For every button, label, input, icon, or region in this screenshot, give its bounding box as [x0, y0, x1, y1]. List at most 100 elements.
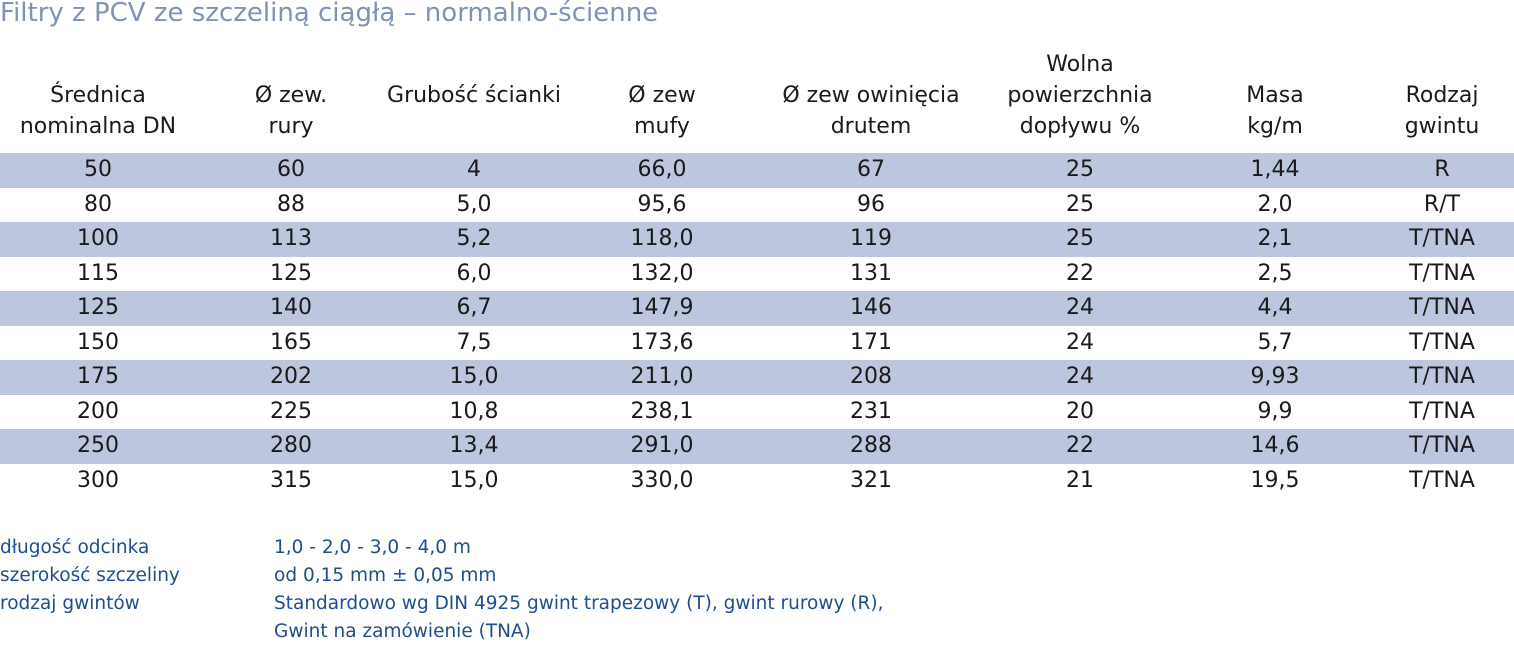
header-cell-masa: Masa kg/m	[1246, 83, 1304, 139]
table-cell: T/TNA	[1409, 364, 1475, 389]
table-cell: 115	[77, 260, 119, 286]
table-cell: R/T	[1423, 191, 1461, 217]
table-cell: 5,0	[456, 191, 492, 217]
table-cell: 6,7	[456, 295, 492, 320]
table-cell: 100	[77, 226, 119, 251]
table-row: 125 140 6,7 147,9 146 24 4,4 T/TNA	[0, 291, 1514, 326]
table-cell: 10,8	[449, 398, 499, 424]
table-cell: T/TNA	[1409, 295, 1475, 320]
table-cell: 25	[1066, 157, 1094, 182]
table-cell: 330,0	[630, 467, 694, 493]
table-cell: 60	[277, 157, 305, 182]
table-cell: 5,2	[456, 226, 492, 251]
table-cell: 67	[857, 157, 885, 182]
table-cell: 165	[270, 329, 312, 355]
table-row: 50 60 4 66,0 67 25 1,44 R	[0, 153, 1514, 188]
table-row: 100 113 5,2 118,0 119 25 2,1 T/TNA	[0, 222, 1514, 257]
table-cell: 321	[850, 467, 892, 493]
table-cell: 118,0	[630, 226, 694, 251]
notes-section: długość odcinka 1,0 - 2,0 - 3,0 - 4,0 m …	[0, 534, 1514, 646]
table-cell: 173,6	[630, 329, 694, 355]
table-cell: 140	[270, 295, 312, 320]
note-value: Standardowo wg DIN 4925 gwint trapezowy …	[274, 593, 884, 614]
note-row: szerokość szczeliny od 0,15 mm ± 0,05 mm	[0, 562, 1514, 590]
page-title: Filtry z PCV ze szczeliną ciągłą – norma…	[0, 0, 659, 28]
table-cell: 7,5	[456, 329, 492, 355]
header-cell-zew-mufy: Ø zew mufy	[628, 83, 696, 139]
table-cell: T/TNA	[1409, 329, 1475, 355]
table-cell: 231	[850, 398, 892, 424]
table-cell: 119	[850, 226, 892, 251]
table-cell: 66,0	[637, 157, 687, 182]
table-cell: 225	[270, 398, 312, 424]
table-cell: 15,0	[449, 467, 499, 493]
table-cell: 80	[84, 191, 112, 217]
note-label: rodzaj gwintów	[0, 593, 140, 614]
table-cell: 291,0	[630, 433, 694, 458]
header-cell-zew-rury: Ø zew. rury	[254, 83, 328, 139]
table-cell: T/TNA	[1409, 260, 1475, 286]
table-cell: 14,6	[1250, 433, 1300, 458]
note-value: Gwint na zamówienie (TNA)	[274, 621, 531, 642]
table-cell: 9,9	[1257, 398, 1293, 424]
table-cell: 20	[1066, 398, 1094, 424]
table-cell: 88	[277, 191, 305, 217]
table-body: 50 60 4 66,0 67 25 1,44 R 80 88 5,0 95,6…	[0, 153, 1514, 498]
note-label: szerokość szczeliny	[0, 565, 180, 586]
table-cell: T/TNA	[1409, 467, 1475, 493]
table-cell: 315	[270, 467, 312, 493]
header-cell-wolna-powierzchnia: Wolna powierzchnia dopływu %	[1007, 52, 1153, 139]
note-label: długość odcinka	[0, 537, 150, 558]
table-cell: 25	[1066, 191, 1094, 217]
table-row: 175 202 15,0 211,0 208 24 9,93 T/TNA	[0, 360, 1514, 395]
table-row: 300 315 15,0 330,0 321 21 19,5 T/TNA	[0, 464, 1514, 499]
table-cell: 175	[77, 364, 119, 389]
table-cell: 150	[77, 329, 119, 355]
table-header: Średnica nominalna DN Ø zew. rury Gruboś…	[0, 52, 1514, 148]
note-row: rodzaj gwintów Standardowo wg DIN 4925 g…	[0, 590, 1514, 618]
table-cell: 288	[850, 433, 892, 458]
table-cell: 202	[270, 364, 312, 389]
table-cell: 24	[1066, 295, 1094, 320]
table-cell: 4,4	[1257, 295, 1293, 320]
table-cell: T/TNA	[1409, 398, 1475, 424]
header-cell-grubosc-scianki: Grubość ścianki	[387, 83, 561, 108]
table-cell: 24	[1066, 364, 1094, 389]
table-cell: 2,0	[1257, 191, 1293, 217]
table-cell: 171	[850, 329, 892, 355]
table-cell: 113	[270, 226, 312, 251]
note-row: Gwint na zamówienie (TNA)	[0, 618, 1514, 646]
table-cell: 1,44	[1250, 157, 1300, 182]
table-row: 115 125 6,0 132,0 131 22 2,5 T/TNA	[0, 257, 1514, 292]
table-cell: 238,1	[630, 398, 694, 424]
table-cell: 21	[1066, 467, 1094, 493]
header-cell-srednica: Średnica nominalna DN	[19, 83, 177, 139]
table-cell: 147,9	[630, 295, 694, 320]
table-cell: 2,1	[1257, 226, 1293, 251]
table-row: 200 225 10,8 238,1 231 20 9,9 T/TNA	[0, 395, 1514, 430]
table-cell: 50	[84, 157, 112, 182]
header-cell-rodzaj-gwintu: Rodzaj gwintu	[1404, 83, 1480, 139]
table-cell: 25	[1066, 226, 1094, 251]
table-cell: 2,5	[1257, 260, 1293, 286]
table-cell: 22	[1066, 433, 1094, 458]
table-cell: 15,0	[449, 364, 499, 389]
table-cell: 125	[270, 260, 312, 286]
table-cell: 5,7	[1257, 329, 1293, 355]
table-cell: 6,0	[456, 260, 492, 286]
table-cell: 131	[850, 260, 892, 286]
table-cell: 250	[77, 433, 119, 458]
table-cell: 280	[270, 433, 312, 458]
table-cell: 208	[850, 364, 892, 389]
table-cell: R	[1434, 157, 1450, 182]
header-cell-zew-owiniecia: Ø zew owinięcia drutem	[782, 83, 960, 139]
table-cell: 125	[77, 295, 119, 320]
table-cell: 211,0	[630, 364, 694, 389]
table-cell: 9,93	[1250, 364, 1300, 389]
table-cell: 300	[77, 467, 119, 493]
table-cell: 13,4	[449, 433, 499, 458]
table-cell: T/TNA	[1409, 433, 1475, 458]
table-cell: 96	[857, 191, 885, 217]
note-value: od 0,15 mm ± 0,05 mm	[274, 565, 497, 586]
table-row: 250 280 13,4 291,0 288 22 14,6 T/TNA	[0, 429, 1514, 464]
